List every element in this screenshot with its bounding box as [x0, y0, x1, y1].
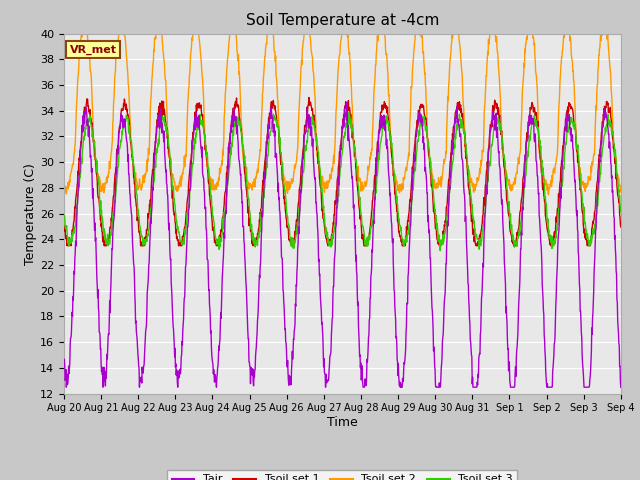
Legend: Tair, Tsoil set 1, Tsoil set 2, Tsoil set 3: Tair, Tsoil set 1, Tsoil set 2, Tsoil se…: [167, 470, 518, 480]
Title: Soil Temperature at -4cm: Soil Temperature at -4cm: [246, 13, 439, 28]
Text: VR_met: VR_met: [70, 44, 116, 55]
X-axis label: Time: Time: [327, 416, 358, 429]
Y-axis label: Temperature (C): Temperature (C): [24, 163, 37, 264]
